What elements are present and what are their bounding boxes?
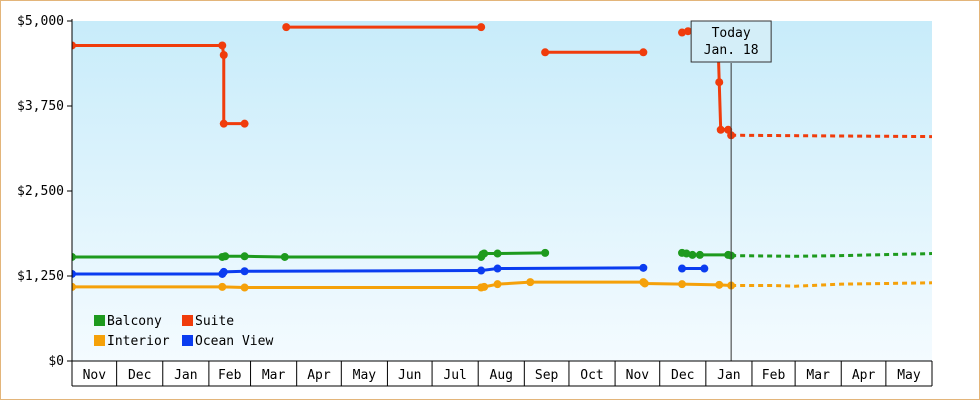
x-tick-label: Jul bbox=[443, 368, 466, 383]
ocean-view-point bbox=[477, 266, 486, 275]
x-tick-label: Jan bbox=[717, 368, 740, 383]
ocean-view-point bbox=[219, 267, 228, 276]
x-tick-label: Sep bbox=[535, 368, 559, 383]
interior-forecast-line bbox=[731, 281, 932, 288]
y-tick-label: $1,250 bbox=[17, 269, 64, 284]
balcony-point bbox=[221, 252, 230, 261]
x-tick-label: Aug bbox=[490, 368, 513, 383]
ocean-view-point bbox=[493, 264, 502, 273]
x-tick-label: Mar bbox=[262, 368, 286, 383]
x-tick-label: Jan bbox=[174, 368, 197, 383]
interior-point bbox=[715, 280, 724, 289]
x-tick-label: Dec bbox=[128, 368, 151, 383]
suite-point bbox=[240, 119, 249, 128]
x-tick-label: Oct bbox=[580, 368, 603, 383]
interior-legend-label: Interior bbox=[107, 334, 170, 349]
suite-point bbox=[282, 23, 291, 32]
balcony-legend-label: Balcony bbox=[107, 314, 162, 329]
y-tick-label: $5,000 bbox=[17, 14, 64, 29]
interior-point bbox=[240, 283, 249, 292]
suite-point bbox=[541, 48, 550, 57]
interior-point bbox=[493, 280, 502, 289]
balcony-point bbox=[688, 250, 697, 259]
x-tick-label: Jun bbox=[398, 368, 421, 383]
balcony-point bbox=[541, 248, 550, 257]
suite-point bbox=[716, 125, 725, 134]
balcony-point bbox=[682, 249, 691, 258]
ocean-view-point bbox=[678, 264, 687, 273]
suite-point bbox=[219, 119, 228, 128]
interior-legend-swatch bbox=[94, 335, 105, 346]
today-date-label: Jan. 18 bbox=[704, 43, 759, 58]
ocean-view-point bbox=[700, 264, 709, 273]
interior-point bbox=[526, 278, 535, 287]
suite-point bbox=[683, 27, 692, 36]
balcony-point bbox=[695, 250, 704, 259]
today-label: Today bbox=[712, 26, 751, 41]
x-tick-label: Mar bbox=[806, 368, 830, 383]
suite-legend-swatch bbox=[182, 315, 193, 326]
y-tick-label: $2,500 bbox=[17, 184, 64, 199]
plot-area bbox=[72, 21, 932, 361]
y-tick-label: $0 bbox=[48, 354, 64, 369]
balcony-point bbox=[240, 252, 249, 261]
suite-point bbox=[72, 41, 76, 50]
x-tick-label: Dec bbox=[671, 368, 694, 383]
x-tick-label: Feb bbox=[218, 368, 242, 383]
suite-legend-label: Suite bbox=[195, 314, 234, 329]
ocean-view-legend-label: Ocean View bbox=[195, 334, 273, 349]
suite-point bbox=[639, 48, 648, 57]
suite-point bbox=[715, 78, 724, 87]
balcony-forecast-line bbox=[731, 252, 932, 258]
x-tick-label: May bbox=[353, 368, 377, 383]
x-tick-label: May bbox=[897, 368, 921, 383]
ocean-view-point bbox=[240, 267, 249, 276]
x-tick-label: Nov bbox=[626, 368, 650, 383]
balcony-point bbox=[72, 252, 76, 261]
interior-point bbox=[480, 282, 489, 291]
today-box bbox=[690, 20, 772, 63]
x-tick-label: Feb bbox=[762, 368, 786, 383]
balcony-point bbox=[480, 249, 489, 258]
balcony-point bbox=[493, 249, 502, 258]
x-tick-label: Nov bbox=[83, 368, 107, 383]
interior-point bbox=[640, 279, 649, 288]
suite-point bbox=[678, 28, 687, 37]
suite-point bbox=[218, 41, 227, 50]
ocean-view-point bbox=[72, 269, 76, 278]
suite-point bbox=[477, 23, 486, 32]
x-tick-label: Apr bbox=[307, 368, 331, 383]
balcony-point bbox=[280, 252, 289, 261]
y-tick-label: $3,750 bbox=[17, 99, 64, 114]
suite-point bbox=[219, 51, 228, 59]
x-tick-label: Apr bbox=[852, 368, 876, 383]
interior-point bbox=[218, 282, 227, 291]
interior-point bbox=[678, 280, 687, 289]
suite-forecast-line bbox=[731, 133, 932, 139]
ocean-view-point bbox=[639, 263, 648, 272]
balcony-legend-swatch bbox=[94, 315, 105, 326]
interior-point bbox=[72, 282, 76, 291]
ocean-view-legend-swatch bbox=[182, 335, 193, 346]
